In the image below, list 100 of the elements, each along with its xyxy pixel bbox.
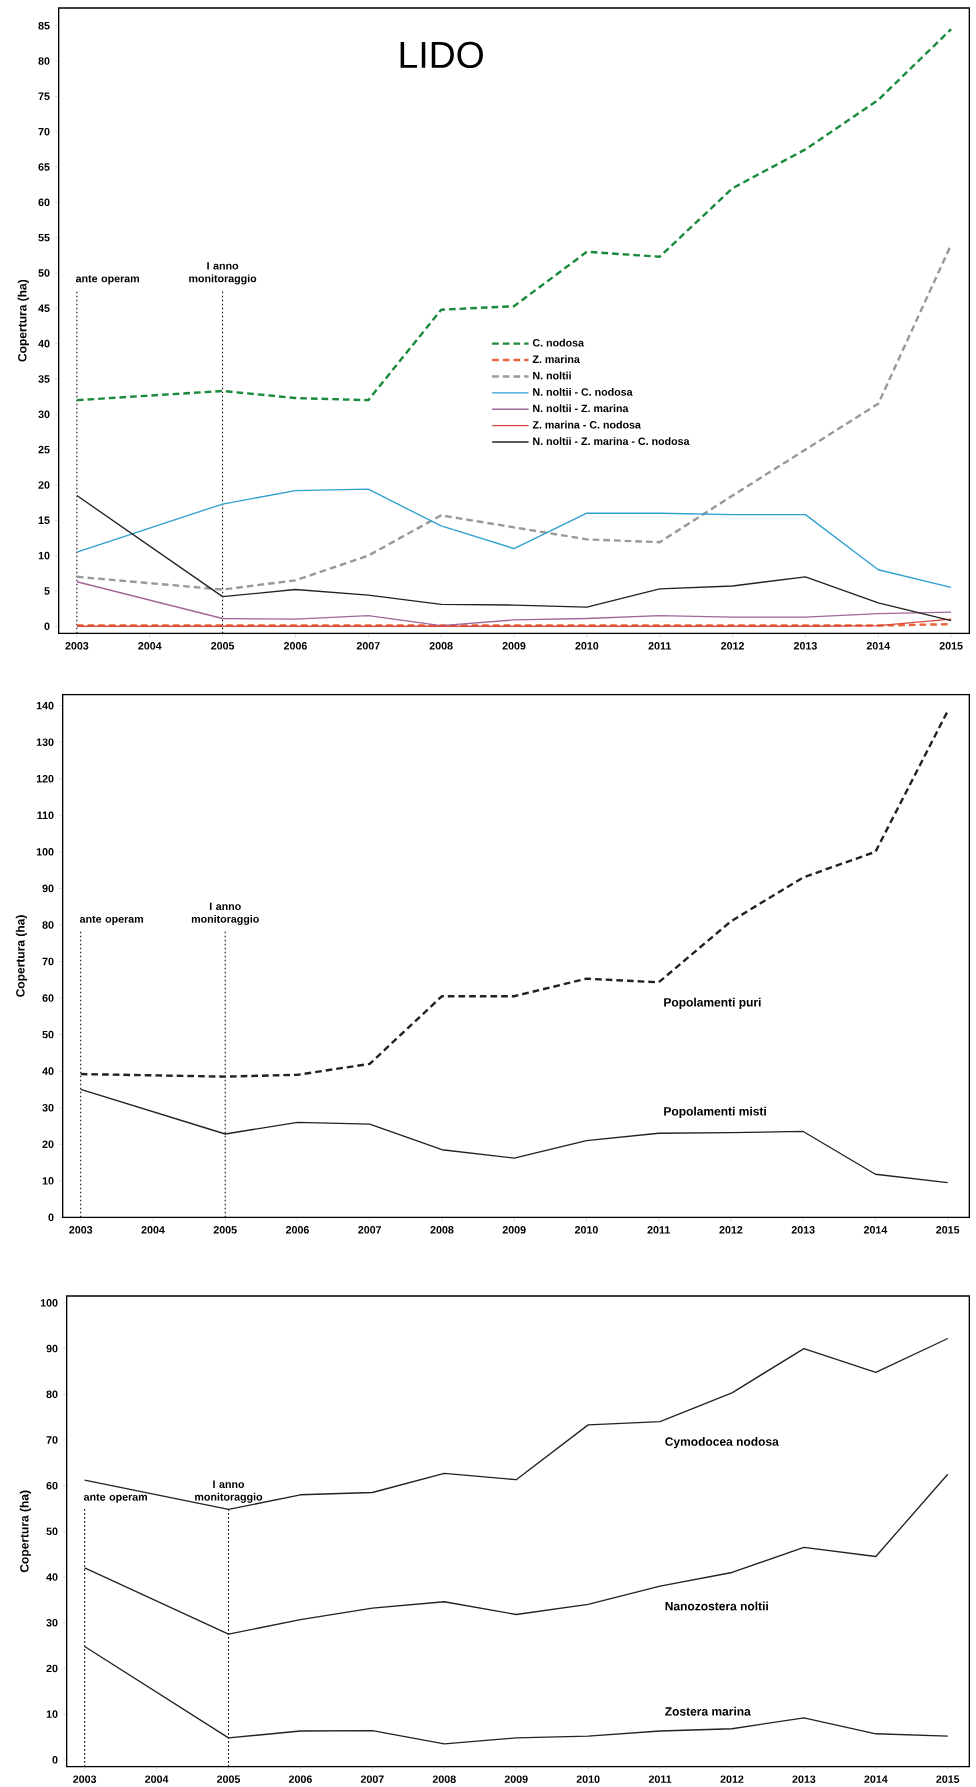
line-series xyxy=(76,488,952,589)
y-tick-label: 60 xyxy=(38,198,50,207)
x-tick-label: 2015 xyxy=(936,1775,960,1783)
x-tick-label: 2009 xyxy=(504,1775,528,1783)
y-tick-label: 25 xyxy=(38,445,50,454)
x-tick-label: 2005 xyxy=(211,642,235,650)
y-tick-label: 70 xyxy=(42,957,54,966)
y-tick-label: 20 xyxy=(38,481,50,489)
y-tick-label: 55 xyxy=(38,233,50,242)
x-tick-label: 2006 xyxy=(285,1226,309,1234)
x-tick-label: 2012 xyxy=(720,1775,744,1783)
x-tick-label: 2014 xyxy=(863,1226,888,1234)
x-tick-label: 2005 xyxy=(217,1775,241,1783)
y-tick-label: 40 xyxy=(46,1573,58,1581)
x-tick-label: 2014 xyxy=(864,1775,888,1783)
x-tick-label: 2007 xyxy=(360,1775,384,1783)
y-tick-label: 65 xyxy=(38,163,50,171)
y-tick-label: 60 xyxy=(46,1481,58,1490)
y-tick-label: 15 xyxy=(38,516,50,525)
x-tick-label: 2013 xyxy=(793,642,817,650)
ref-line-label: I anno monitoraggio xyxy=(189,262,257,285)
x-tick-label: 2015 xyxy=(939,642,963,650)
x-tick-label: 2012 xyxy=(721,642,744,650)
legend-label: N. noltii - C. nodosa xyxy=(533,387,633,396)
x-tick-label: 2003 xyxy=(69,1226,93,1234)
x-tick-label: 2007 xyxy=(356,642,380,650)
legend-label: Z. marina - C. nodosa xyxy=(532,420,641,429)
x-tick-label: 2010 xyxy=(576,1775,600,1783)
y-tick-label: 85 xyxy=(38,21,50,30)
x-tick-label: 2014 xyxy=(866,642,891,650)
line-series xyxy=(80,1088,949,1184)
y-tick-label: 45 xyxy=(38,304,50,313)
x-tick-label: 2004 xyxy=(141,1226,165,1234)
y-tick-label: 50 xyxy=(42,1030,54,1039)
y-tick-label: 10 xyxy=(46,1710,58,1718)
line-series xyxy=(76,494,952,622)
line-series xyxy=(83,1645,949,1745)
x-tick-label: 2013 xyxy=(791,1226,815,1234)
x-tick-label: 2006 xyxy=(283,642,307,650)
series-label: Cymodocea nodosa xyxy=(665,1437,779,1449)
y-tick-label: 50 xyxy=(46,1527,58,1536)
ref-line-label: ante operam xyxy=(79,915,143,925)
y-tick-label: 100 xyxy=(36,848,54,856)
y-tick-label: 5 xyxy=(44,587,50,595)
x-tick-label: 2009 xyxy=(502,1226,526,1234)
y-tick-label: 30 xyxy=(46,1618,58,1627)
y-tick-label: 140 xyxy=(36,701,54,710)
line-series xyxy=(75,28,953,402)
y-axis-title: Copertura (ha) xyxy=(19,1490,31,1573)
x-tick-label: 2010 xyxy=(574,1226,598,1234)
y-tick-label: 0 xyxy=(52,1756,58,1764)
x-tick-label: 2003 xyxy=(65,642,89,650)
series-label: Nanozostera noltii xyxy=(665,1601,768,1611)
y-tick-label: 130 xyxy=(36,738,54,746)
y-tick-label: 100 xyxy=(40,1299,58,1307)
y-tick-label: 110 xyxy=(37,811,54,820)
ref-line-label: ante operam xyxy=(83,1493,147,1503)
x-tick-label: 2004 xyxy=(138,642,162,650)
x-tick-label: 2011 xyxy=(648,642,671,650)
x-tick-label: 2011 xyxy=(648,1775,672,1783)
y-tick-label: 120 xyxy=(36,774,54,783)
line-series xyxy=(79,709,949,1078)
y-tick-label: 10 xyxy=(38,551,50,560)
y-tick-label: 20 xyxy=(46,1664,58,1673)
line-series xyxy=(76,581,952,627)
x-tick-label: 2004 xyxy=(145,1775,169,1783)
x-tick-label: 2008 xyxy=(429,642,453,650)
y-tick-label: 90 xyxy=(46,1344,58,1353)
y-tick-label: 60 xyxy=(42,994,54,1002)
line-series xyxy=(83,1337,949,1511)
series-label: Popolamenti puri xyxy=(664,997,761,1009)
y-tick-label: 0 xyxy=(48,1213,54,1222)
x-tick-label: 2005 xyxy=(213,1226,237,1234)
x-tick-label: 2009 xyxy=(502,642,526,650)
line-series xyxy=(83,1473,949,1635)
y-tick-label: 50 xyxy=(38,269,50,277)
x-tick-label: 2012 xyxy=(719,1226,743,1234)
y-tick-label: 35 xyxy=(38,375,50,383)
y-tick-label: 30 xyxy=(42,1103,54,1112)
y-tick-label: 20 xyxy=(42,1140,54,1149)
y-tick-label: 70 xyxy=(38,127,50,136)
y-tick-label: 80 xyxy=(42,921,54,929)
x-tick-label: 2011 xyxy=(647,1226,670,1234)
x-tick-label: 2003 xyxy=(73,1775,97,1783)
x-tick-label: 2013 xyxy=(792,1775,816,1783)
ref-line-label: I anno monitoraggio xyxy=(195,1480,263,1503)
y-tick-label: 80 xyxy=(38,57,50,65)
ref-line-label: ante operam xyxy=(75,275,139,285)
text: LIDO xyxy=(400,41,483,69)
x-tick-label: 2006 xyxy=(288,1775,312,1783)
x-tick-label: 2010 xyxy=(575,642,599,650)
legend-label: N. noltii - Z. marina - C. nodosa xyxy=(533,437,690,445)
legend-label: N. noltii - Z. marina xyxy=(533,404,629,413)
y-tick-label: 40 xyxy=(38,339,50,348)
y-tick-label: 75 xyxy=(38,92,50,101)
y-tick-label: 80 xyxy=(46,1390,58,1399)
y-axis-title: Copertura (ha) xyxy=(15,915,27,997)
series-label: Zostera marina xyxy=(665,1706,751,1716)
x-tick-label: 2008 xyxy=(432,1775,456,1783)
y-tick-label: 70 xyxy=(46,1436,58,1444)
